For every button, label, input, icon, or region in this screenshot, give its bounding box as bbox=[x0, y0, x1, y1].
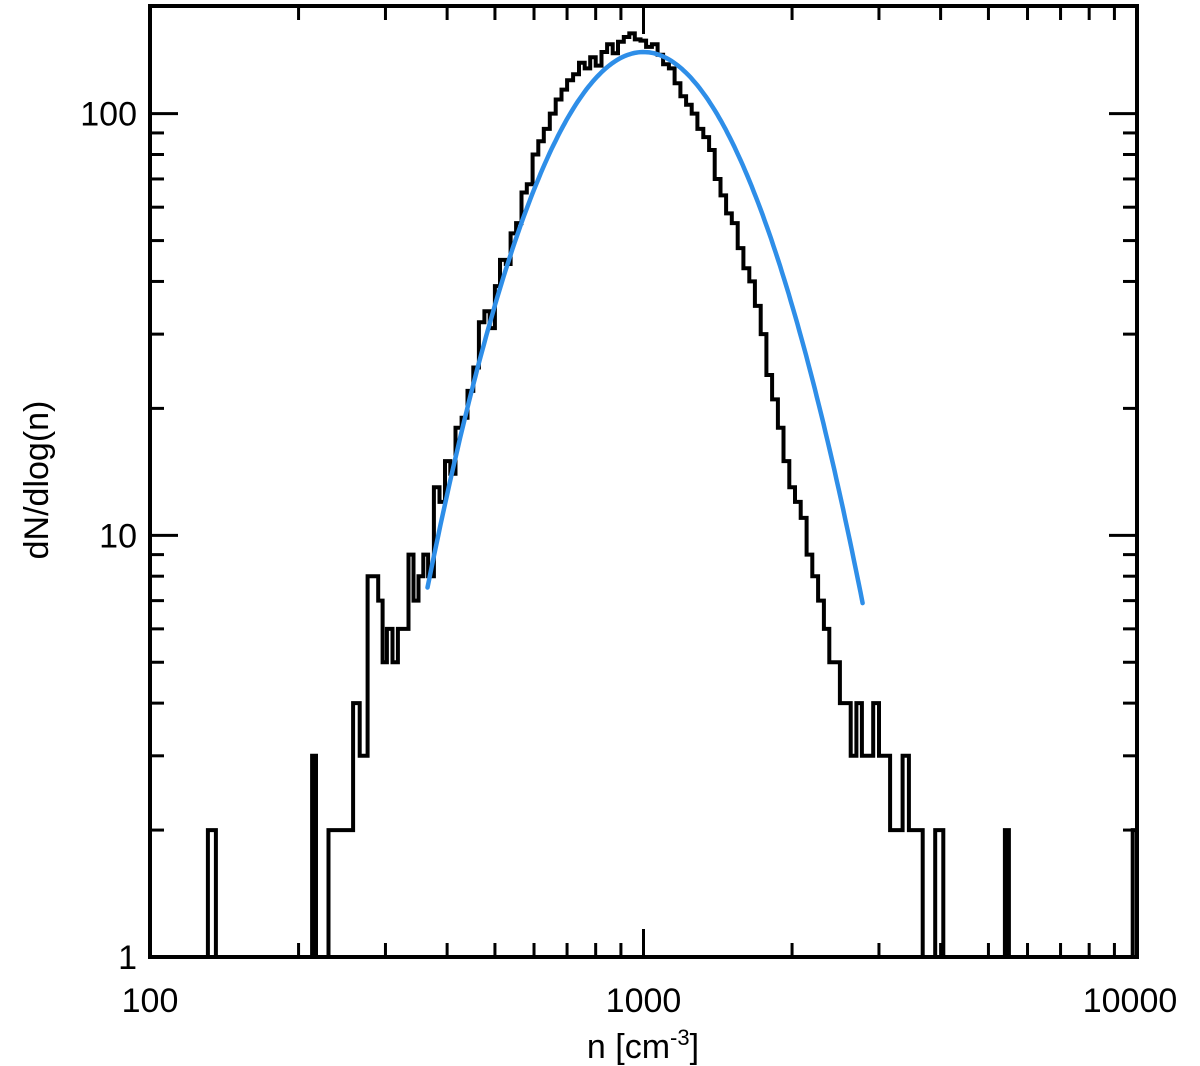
plot-border bbox=[148, 4, 1139, 959]
y-tick-label: 10 bbox=[99, 517, 137, 555]
major-ticks bbox=[148, 6, 1139, 959]
histogram-series bbox=[150, 31, 1139, 959]
fit-curve-series bbox=[425, 49, 865, 606]
x-axis-label: n [cm-3] bbox=[587, 1025, 699, 1066]
y-tick-label: 1 bbox=[118, 939, 137, 977]
x-tick-label: 100 bbox=[122, 982, 179, 1020]
minor-ticks bbox=[150, 6, 1137, 957]
y-axis-label: dN/dlog(n) bbox=[18, 401, 56, 560]
series-layer bbox=[150, 31, 1139, 959]
x-tick-label: 10000 bbox=[1083, 982, 1178, 1020]
x-tick-label: 1000 bbox=[606, 982, 682, 1020]
plot-frame bbox=[148, 4, 1139, 959]
y-tick-label: 100 bbox=[80, 96, 137, 134]
labels-layer: 100 1000 10000 1 10 100 n [cm-3] dN/dlog(n) bbox=[18, 96, 1177, 1066]
